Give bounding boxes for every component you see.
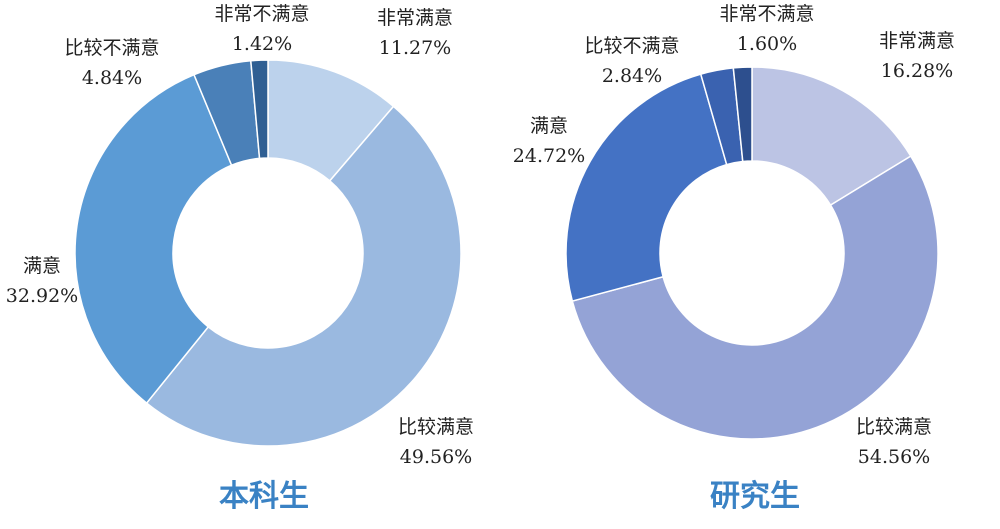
slice-label-name: 非常不满意: [719, 3, 814, 25]
slice-label-value: 54.56%: [858, 446, 930, 468]
slice-label-value: 49.56%: [400, 446, 472, 468]
slice-label-value: 32.92%: [6, 285, 78, 307]
slice-label-value: 4.84%: [82, 67, 142, 89]
donut-slice-2: [565, 73, 728, 302]
slice-label-name: 非常不满意: [214, 3, 309, 25]
chart-title: 本科生: [219, 479, 309, 514]
slice-label-name: 满意: [530, 115, 568, 137]
slice-label-name: 比较不满意: [584, 35, 679, 57]
chart-title: 研究生: [710, 479, 800, 514]
donut-slice-1: [145, 105, 462, 447]
slice-label-value: 11.27%: [379, 37, 451, 59]
slice-label-name: 比较满意: [856, 416, 932, 438]
donut-chart-undergraduate: 非常满意 11.27% 比较满意 49.56% 满意 32.92% 比较不满意 4.84% 非常…: [6, 3, 474, 514]
slice-label-name: 比较满意: [398, 416, 474, 438]
donut-slice-0: [751, 66, 912, 207]
slice-label-value: 16.28%: [881, 60, 953, 82]
slice-label-name: 比较不满意: [64, 37, 159, 59]
slice-label-name: 非常满意: [377, 7, 453, 29]
slice-label-name: 满意: [23, 255, 61, 277]
donut-slice-1: [571, 155, 939, 440]
slice-label-value: 2.84%: [602, 65, 662, 87]
donut-slice-4: [249, 59, 269, 160]
slice-label-name: 非常满意: [879, 30, 955, 52]
donut-chart-graduate: 非常满意 16.28% 比较满意 54.56% 满意 24.72% 比较不满意 2.84% 非常…: [513, 3, 955, 514]
slice-label-value: 1.42%: [232, 33, 292, 55]
donut-slice-4: [732, 66, 753, 163]
donut-slice-2: [74, 73, 233, 405]
slice-label-value: 1.60%: [737, 33, 797, 55]
slice-label-value: 24.72%: [513, 145, 585, 167]
